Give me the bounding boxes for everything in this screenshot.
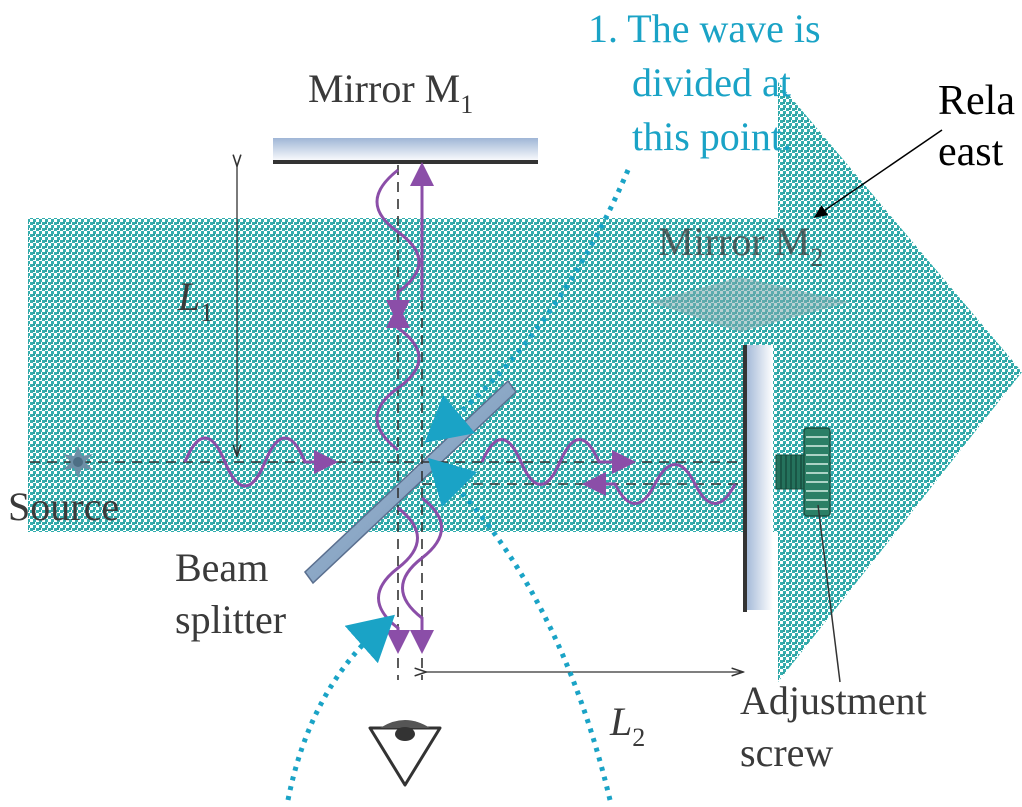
beam-splitter-label-line1: Beam	[175, 545, 268, 590]
source-star-icon	[63, 446, 93, 478]
mirror1-label: Mirror M1	[308, 66, 473, 119]
wave-source	[183, 436, 338, 488]
note-arrow-eye	[285, 614, 395, 801]
adjustment-screw-label-line1: Adjustment	[740, 678, 927, 723]
eye-icon	[368, 720, 442, 787]
adjustment-screw-label-line2: screw	[740, 730, 833, 775]
cut-label-line1: Rela	[938, 78, 1015, 124]
wave-right-return	[582, 463, 737, 505]
note-line1: 1. The wave is	[588, 6, 821, 51]
mirror-m1	[273, 138, 538, 164]
mirror2-label: Mirror M2	[658, 219, 823, 272]
wave-right-out	[480, 438, 636, 486]
highlight-arrow	[28, 82, 1022, 682]
mirror-m2-ghost	[650, 277, 850, 332]
note-line2: divided at	[632, 60, 791, 105]
adjustment-screw-icon	[775, 427, 831, 517]
L2-label: L2	[609, 699, 645, 752]
mirror-m2	[743, 345, 773, 612]
beam-splitter-label-line2: splitter	[175, 597, 286, 642]
note-arrow-split	[424, 169, 631, 443]
source-label: Source	[8, 484, 119, 529]
adjustment-screw-leader	[817, 504, 841, 683]
wave-up-out	[375, 304, 421, 452]
wave-down-2	[401, 496, 443, 654]
waves	[183, 162, 737, 654]
cut-label-pointer	[813, 129, 943, 218]
note-arrows	[285, 169, 631, 801]
cut-label-line2: east	[938, 129, 1004, 175]
note-line3: this point.	[632, 114, 792, 159]
L1-label: L1	[177, 274, 213, 327]
wave-up-return	[375, 168, 421, 324]
